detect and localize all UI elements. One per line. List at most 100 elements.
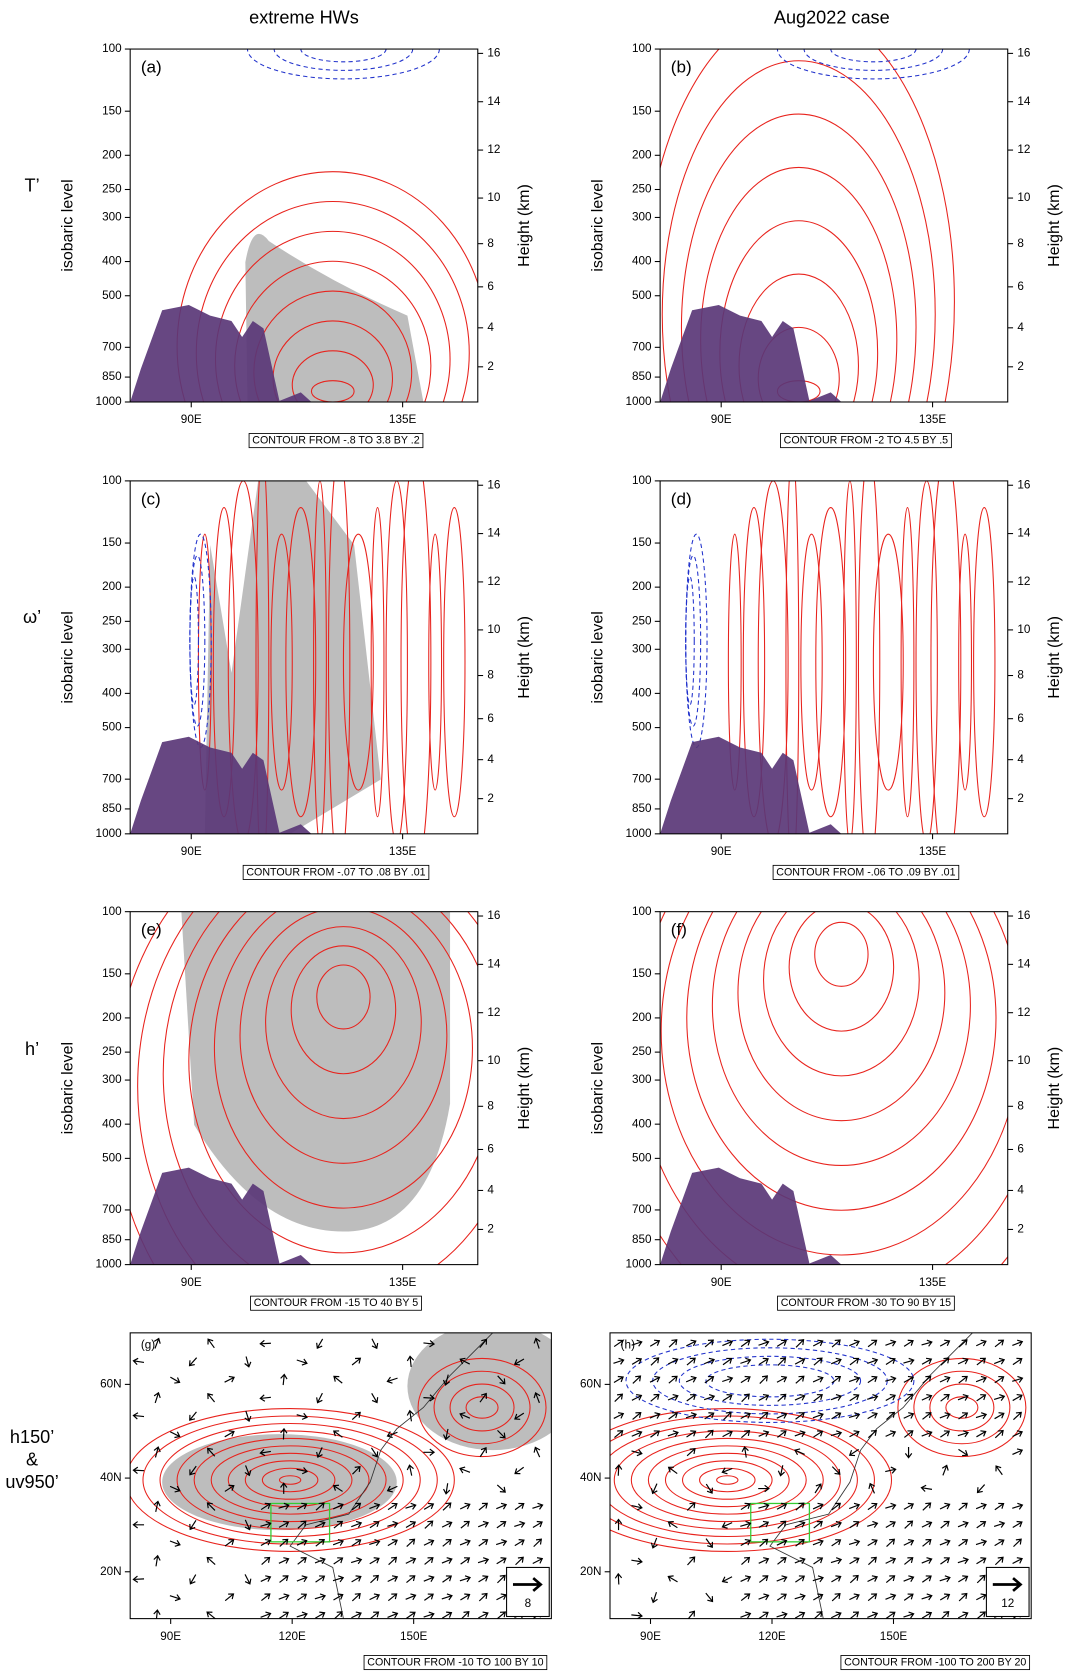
y2-tick-label: 10 xyxy=(1017,191,1031,204)
x-tick-label: 135E xyxy=(389,413,417,426)
wind-vector xyxy=(976,1484,986,1494)
wind-vector xyxy=(848,1538,861,1547)
wind-vector xyxy=(314,1557,326,1564)
wind-vector xyxy=(351,1611,362,1619)
wind-vector xyxy=(830,1520,842,1528)
wind-vector xyxy=(921,1520,933,1528)
wind-vector xyxy=(975,1538,988,1546)
y2-tick-label: 16 xyxy=(1017,478,1030,491)
wind-vector xyxy=(631,1611,643,1619)
wind-vector xyxy=(667,1466,678,1475)
wind-vector xyxy=(496,1520,507,1529)
wind-vector xyxy=(260,1520,272,1528)
wind-vector xyxy=(224,1593,235,1602)
x-tick-label: 150E xyxy=(880,1630,908,1643)
wind-vector xyxy=(170,1376,181,1384)
shading xyxy=(407,1332,552,1451)
wind-vector xyxy=(459,1466,471,1474)
wind-vector xyxy=(260,1575,272,1582)
y-tick-label: 150 xyxy=(102,104,122,117)
contour xyxy=(310,380,355,402)
contour xyxy=(814,921,869,987)
wind-vector xyxy=(867,1357,879,1365)
wind-vector xyxy=(296,1538,308,1546)
wind-vector xyxy=(813,1394,823,1402)
wind-vector xyxy=(867,1520,879,1528)
wind-vector xyxy=(759,1538,769,1547)
y-tick-label: 200 xyxy=(632,148,652,161)
wind-vector xyxy=(939,1593,951,1601)
wind-vector xyxy=(867,1339,878,1348)
wind-vector xyxy=(333,1502,344,1510)
y2-tick-label: 8 xyxy=(1017,1099,1024,1112)
y-tick-label: 60N xyxy=(580,1377,602,1390)
wind-vector xyxy=(497,1375,506,1385)
region-box xyxy=(270,1502,331,1543)
wind-vector xyxy=(831,1412,842,1420)
wind-vector xyxy=(976,1357,987,1366)
wind-vector xyxy=(405,1557,417,1564)
wind-vector xyxy=(740,1375,751,1384)
wind-vector xyxy=(259,1394,271,1402)
wind-vector xyxy=(848,1375,861,1383)
y-tick-label: 200 xyxy=(102,148,122,161)
wind-vector xyxy=(613,1412,625,1419)
shading xyxy=(204,480,381,834)
wind-vector xyxy=(496,1484,506,1493)
wind-vector xyxy=(370,1574,379,1584)
y2-tick-label: 6 xyxy=(1017,280,1024,293)
wind-vector xyxy=(1013,1411,1022,1421)
y2-tick-label: 14 xyxy=(487,527,501,540)
wind-vector xyxy=(814,1483,822,1494)
wind-vector xyxy=(776,1339,788,1347)
wind-vector xyxy=(442,1575,453,1583)
y2-tick-label: 6 xyxy=(1017,1143,1024,1156)
wind-vector xyxy=(495,1538,508,1546)
wind-vector xyxy=(921,1339,933,1347)
wind-vector xyxy=(532,1502,544,1510)
row-label: h’ xyxy=(25,1039,39,1059)
wind-vector xyxy=(794,1448,805,1456)
contour-box xyxy=(363,1655,548,1671)
y-tick-label: 700 xyxy=(102,1203,122,1216)
wind-vector xyxy=(812,1339,824,1347)
contour-info: CONTOUR FROM -15 TO 40 BY 5 xyxy=(254,1297,419,1309)
y-tick-label: 500 xyxy=(632,289,652,302)
wind-vector xyxy=(704,1429,714,1439)
wind-vector xyxy=(169,1431,181,1439)
wind-vector xyxy=(296,1358,308,1366)
axis-title: Height (km) xyxy=(1046,184,1063,267)
y-tick-label: 300 xyxy=(632,642,652,655)
wind-vector xyxy=(650,1393,660,1402)
wind-vector xyxy=(532,1520,543,1529)
contour-neg xyxy=(685,555,702,727)
wind-vector xyxy=(224,1484,235,1492)
contour xyxy=(958,533,973,791)
wind-vector xyxy=(514,1466,525,1475)
wind-vector xyxy=(1012,1557,1023,1564)
wind-vector xyxy=(297,1593,308,1601)
wind-vector xyxy=(885,1466,897,1474)
wind-vector xyxy=(867,1593,878,1602)
wind-vector xyxy=(153,1337,161,1349)
wind-vector xyxy=(904,1430,914,1438)
contour xyxy=(699,1467,756,1493)
contour xyxy=(130,1408,455,1552)
wind-vector xyxy=(758,1593,770,1601)
wind-vector xyxy=(957,1520,969,1528)
wind-vector xyxy=(976,1557,987,1565)
wind-vector xyxy=(831,1466,841,1475)
wind-vector xyxy=(387,1539,398,1547)
wind-vector xyxy=(705,1592,714,1603)
wind-vector xyxy=(848,1412,861,1420)
wind-vector xyxy=(441,1557,453,1564)
wind-vector xyxy=(812,1538,824,1546)
wind-vector xyxy=(424,1520,434,1529)
y-tick-label: 200 xyxy=(632,1011,652,1024)
y-tick-label: 1000 xyxy=(96,1258,123,1271)
wind-vector xyxy=(741,1393,750,1403)
wind-vector xyxy=(795,1412,805,1420)
contour xyxy=(716,1475,739,1485)
y-tick-label: 150 xyxy=(632,967,652,980)
contour-neg xyxy=(678,1355,862,1406)
